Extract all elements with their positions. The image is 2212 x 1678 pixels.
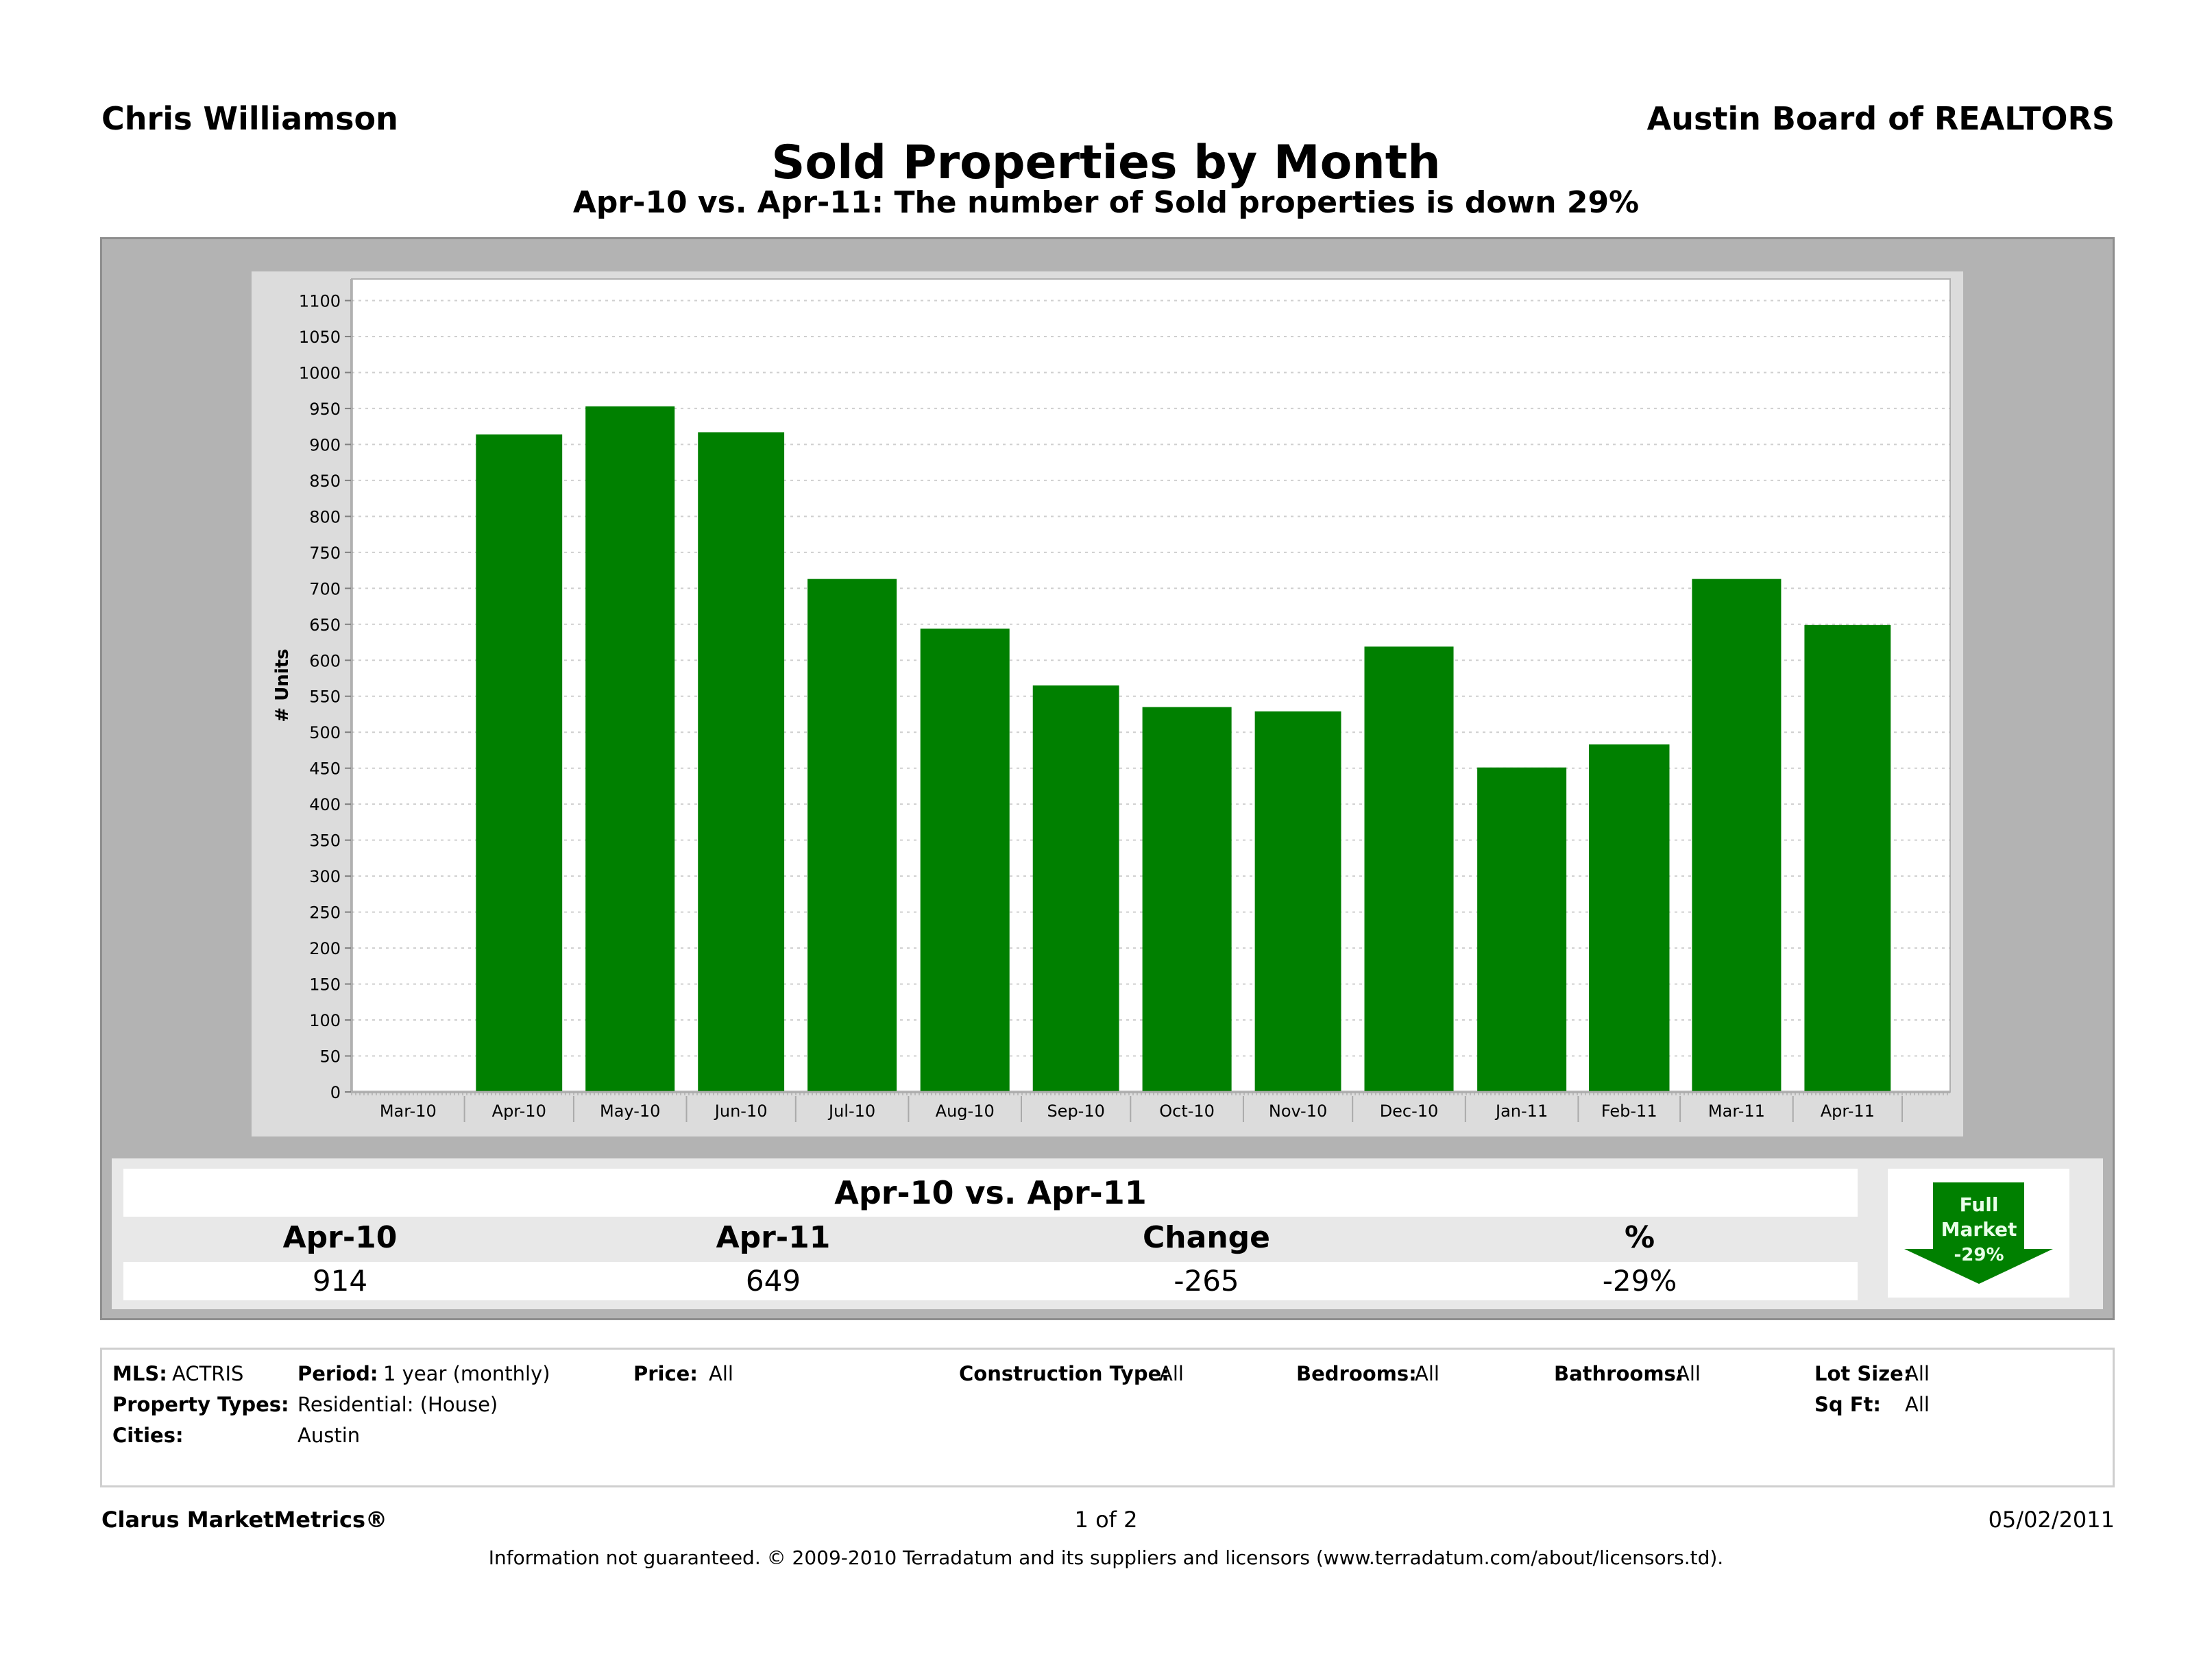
- organization-name: Austin Board of REALTORS: [1646, 100, 2115, 137]
- y-tick-label: 250: [309, 903, 341, 923]
- y-tick-label: 1100: [299, 291, 341, 311]
- report-title: Sold Properties by Month: [771, 136, 1441, 190]
- cities-value: Austin: [297, 1424, 361, 1447]
- bar-nov-10: [1254, 711, 1341, 1092]
- x-tick-label: Nov-10: [1269, 1102, 1327, 1121]
- y-tick-label: 900: [309, 435, 341, 454]
- agent-name: Chris Williamson: [101, 100, 398, 137]
- badge-line-2: Market: [1941, 1218, 2017, 1241]
- price-value: All: [709, 1362, 733, 1385]
- construction-type-value: All: [1159, 1362, 1184, 1385]
- bar-jan-11: [1477, 767, 1567, 1092]
- y-tick-label: 750: [309, 544, 341, 563]
- mls-label: MLS:: [112, 1362, 167, 1385]
- bar-mar-11: [1692, 579, 1782, 1092]
- footer-brand: Clarus MarketMetrics®: [101, 1507, 388, 1533]
- page-number: 1 of 2: [1074, 1507, 1138, 1533]
- bar-chart: 0 50 100 150 200 250 300 350 400 450 500 550 600 650 7…: [272, 278, 1951, 1122]
- y-tick-label: 0: [330, 1083, 341, 1102]
- report-subtitle: Apr-10 vs. Apr-11: The number of Sold pr…: [572, 185, 1640, 220]
- cities-label: Cities:: [112, 1424, 184, 1447]
- bar-jul-10: [807, 579, 897, 1092]
- property-types-value: Residential: (House): [297, 1393, 498, 1416]
- y-tick-label: 500: [309, 723, 341, 742]
- x-tick-label: Apr-10: [492, 1102, 546, 1121]
- sq-ft-label: Sq Ft:: [1814, 1393, 1882, 1416]
- x-tick-label: Mar-11: [1708, 1102, 1765, 1121]
- bar-apr-11: [1804, 624, 1891, 1092]
- x-tick-label: Feb-11: [1601, 1102, 1657, 1121]
- badge-line-3: -29%: [1954, 1245, 2004, 1265]
- property-types-label: Property Types:: [112, 1393, 289, 1416]
- search-criteria-box: MLS: ACTRIS Period: 1 year (monthly) Pri…: [100, 1348, 2115, 1487]
- report-date: 05/02/2011: [1988, 1507, 2115, 1533]
- bar-feb-11: [1589, 744, 1670, 1092]
- summary-value-cell: -265: [1174, 1264, 1239, 1298]
- sq-ft-value: All: [1905, 1393, 1930, 1416]
- mls-value: ACTRIS: [172, 1362, 244, 1385]
- x-tick-label: Dec-10: [1380, 1102, 1439, 1121]
- y-tick-label: 800: [309, 507, 341, 526]
- construction-type-label: Construction Type:: [959, 1362, 1169, 1385]
- summary-header-cell: Change: [1143, 1220, 1270, 1255]
- x-tick-label: Oct-10: [1159, 1102, 1215, 1121]
- bedrooms-value: All: [1415, 1362, 1439, 1385]
- bar-dec-10: [1364, 646, 1454, 1092]
- y-tick-label: 1000: [299, 363, 341, 382]
- x-tick-label: May-10: [600, 1102, 660, 1121]
- x-tick-label: Aug-10: [936, 1102, 995, 1121]
- summary-value-cell: 649: [745, 1264, 801, 1298]
- y-tick-label: 700: [309, 579, 341, 598]
- summary-header-cell: %: [1624, 1220, 1655, 1255]
- y-tick-label: 150: [309, 975, 341, 995]
- bar-may-10: [585, 406, 675, 1092]
- x-tick-label: Jul-10: [827, 1102, 875, 1121]
- badge-line-1: Full: [1960, 1193, 1999, 1216]
- y-tick-label: 550: [309, 688, 341, 707]
- summary-title: Apr-10 vs. Apr-11: [123, 1169, 1858, 1217]
- y-tick-label: 50: [319, 1047, 341, 1067]
- y-tick-label: 600: [309, 651, 341, 670]
- x-tick-label: Jan-11: [1494, 1102, 1548, 1121]
- bar-jun-10: [698, 432, 785, 1092]
- bathrooms-label: Bathrooms:: [1554, 1362, 1684, 1385]
- y-tick-label: 650: [309, 616, 341, 635]
- bathrooms-value: All: [1676, 1362, 1701, 1385]
- y-tick-label: 350: [309, 831, 341, 851]
- summary-header-cell: Apr-11: [716, 1220, 831, 1255]
- bar-aug-10: [920, 629, 1010, 1092]
- summary-value-row: 914 649 -265 -29%: [123, 1262, 1858, 1300]
- bedrooms-label: Bedrooms:: [1296, 1362, 1417, 1385]
- bar-sep-10: [1032, 685, 1119, 1092]
- y-tick-label: 850: [309, 472, 341, 491]
- lot-size-label: Lot Size:: [1814, 1362, 1912, 1385]
- y-tick-label: 300: [309, 867, 341, 886]
- y-tick-label: 1050: [299, 328, 341, 347]
- price-label: Price:: [633, 1362, 698, 1385]
- summary-header-cell: Apr-10: [282, 1220, 398, 1255]
- period-label: Period:: [297, 1362, 378, 1385]
- bar-apr-10: [476, 434, 563, 1092]
- summary-value-cell: 914: [312, 1264, 368, 1298]
- y-tick-label: 400: [309, 795, 341, 814]
- y-axis-label: # Units: [272, 648, 293, 722]
- bar-oct-10: [1142, 707, 1232, 1092]
- down-arrow-icon: [1904, 1182, 2053, 1284]
- summary-value-cell: -29%: [1602, 1264, 1677, 1298]
- lot-size-value: All: [1905, 1362, 1930, 1385]
- disclaimer: Information not guaranteed. © 2009-2010 …: [488, 1546, 1724, 1569]
- x-tick-label: Apr-11: [1821, 1102, 1875, 1121]
- y-tick-label: 100: [309, 1011, 341, 1030]
- y-tick-label: 450: [309, 759, 341, 779]
- y-tick-label: 200: [309, 939, 341, 958]
- period-value: 1 year (monthly): [383, 1362, 550, 1385]
- y-tick-label: 950: [309, 400, 341, 419]
- summary-header-row: Apr-10 Apr-11 Change %: [123, 1217, 1858, 1259]
- x-tick-label: Mar-10: [380, 1102, 437, 1121]
- x-tick-label: Jun-10: [714, 1102, 768, 1121]
- x-tick-label: Sep-10: [1047, 1102, 1104, 1121]
- market-trend-badge: Full Market -29%: [1888, 1169, 2069, 1298]
- plot-border: [351, 278, 1951, 1093]
